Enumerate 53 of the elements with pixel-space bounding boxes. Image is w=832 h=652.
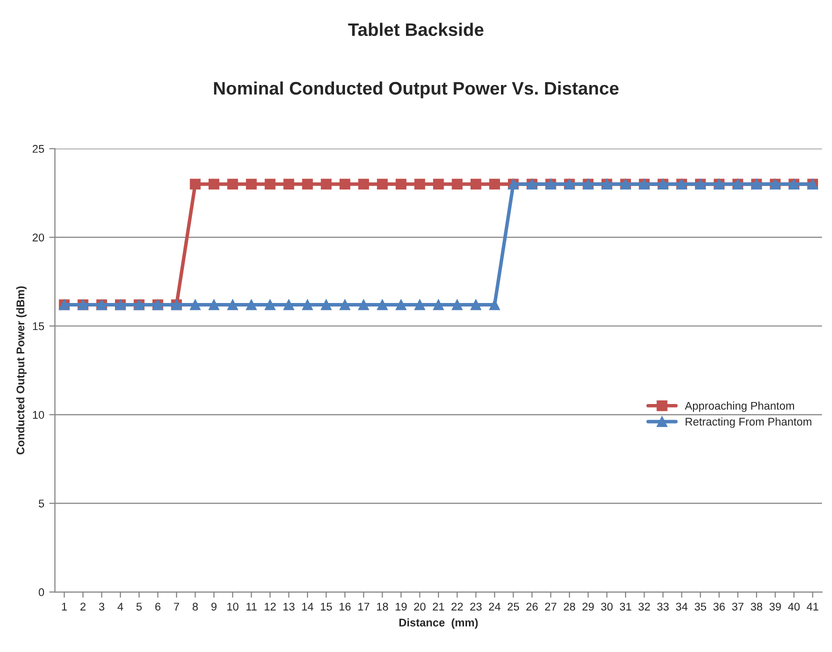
x-tick-label: 20 [414, 602, 426, 611]
y-tick-label: 10 [32, 410, 44, 419]
x-tick-label: 7 [174, 602, 180, 610]
legend-label: Approaching Phantom [684, 402, 794, 412]
x-tick-label: 5 [136, 602, 142, 611]
x-tick-label: 19 [396, 602, 407, 611]
y-tick-label: 5 [38, 500, 44, 508]
x-tick-label: 11 [246, 602, 257, 610]
x-tick-label: 6 [155, 602, 160, 611]
x-tick-label: 33 [657, 602, 669, 611]
legend-label: Retracting From Phantom [686, 417, 812, 428]
x-tick-label: 25 [508, 602, 520, 611]
x-tick-label: 34 [676, 602, 688, 611]
x-tick-label: 32 [638, 602, 650, 611]
x-tick-label: 13 [283, 602, 294, 611]
x-tick-label: 35 [694, 602, 706, 611]
x-tick-label: 29 [582, 602, 594, 611]
x-tick-label: 9 [211, 602, 217, 611]
x-tick-label: 8 [192, 602, 198, 611]
x-tick-label: 16 [340, 602, 351, 611]
chart-title: Tablet Backside [348, 22, 484, 36]
x-tick-label: 3 [99, 602, 104, 611]
x-tick-label: 18 [377, 602, 388, 611]
x-tick-label: 38 [750, 602, 762, 611]
x-tick-label: 14 [302, 602, 314, 610]
x-tick-label: 17 [358, 602, 370, 610]
x-tick-label: 4 [118, 602, 124, 610]
x-tick-label: 37 [732, 602, 744, 611]
y-tick-label: 0 [38, 588, 44, 596]
y-axis-title: Conducted Output Power (dBm) [16, 286, 27, 454]
x-tick-label: 39 [769, 602, 781, 611]
x-tick-label: 26 [526, 602, 538, 611]
y-tick-label: 25 [32, 144, 44, 153]
x-tick-label: 24 [488, 602, 500, 610]
x-tick-label: 10 [227, 602, 238, 611]
x-tick-label: 12 [264, 602, 276, 610]
x-tick-label: 28 [564, 602, 576, 611]
y-tick-label: 20 [32, 234, 44, 242]
x-tick-label: 36 [713, 602, 725, 611]
x-tick-label: 27 [545, 602, 556, 610]
x-tick-label: 1 [62, 602, 67, 610]
x-tick-label: 41 [806, 602, 818, 610]
x-tick-label: 22 [452, 602, 463, 610]
y-tick-label: 15 [32, 322, 44, 330]
x-tick-label: 30 [601, 602, 613, 611]
x-tick-label: 21 [432, 602, 444, 610]
x-tick-label: 23 [470, 602, 482, 611]
x-axis-title: Distance (mm) [399, 618, 478, 629]
x-tick-label: 31 [620, 602, 632, 611]
x-tick-label: 40 [788, 602, 800, 611]
x-tick-label: 2 [80, 602, 86, 610]
x-tick-label: 15 [320, 602, 332, 611]
chart-subtitle: Nominal Conducted Output Power Vs. Distance [214, 81, 619, 98]
